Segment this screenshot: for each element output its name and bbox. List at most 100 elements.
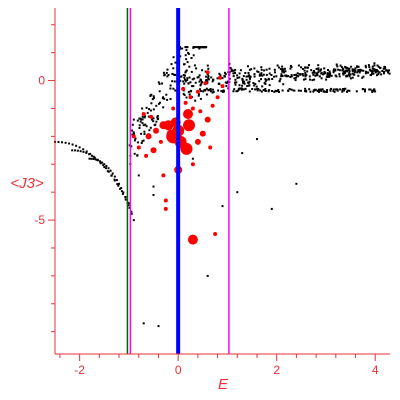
black-point: [183, 74, 186, 77]
black-point: [174, 89, 177, 92]
black-point: [260, 68, 263, 71]
black-point: [192, 46, 195, 49]
black-point: [236, 74, 239, 77]
black-point: [140, 132, 143, 135]
black-point: [273, 90, 276, 93]
vertical-lines-layer: [126, 8, 230, 354]
black-point: [281, 89, 284, 92]
black-point: [265, 79, 268, 81]
black-point: [199, 84, 202, 87]
black-point: [182, 92, 185, 95]
black-point: [368, 88, 371, 91]
black-point: [181, 47, 184, 50]
black-point: [136, 141, 139, 144]
black-point: [169, 87, 172, 90]
black-point: [317, 64, 320, 67]
black-point: [221, 205, 224, 208]
black-point: [191, 85, 193, 88]
black-point: [185, 96, 188, 99]
black-point: [249, 75, 252, 78]
black-point: [374, 90, 377, 93]
black-point: [110, 174, 113, 177]
black-point: [242, 88, 245, 91]
black-point: [205, 87, 208, 90]
black-point: [165, 71, 168, 74]
black-point: [327, 75, 330, 78]
red-point: [150, 147, 157, 154]
black-point: [138, 127, 141, 129]
black-point: [348, 89, 351, 92]
black-point: [64, 141, 67, 144]
black-point: [245, 78, 248, 81]
red-point: [208, 145, 213, 150]
black-point: [275, 75, 278, 78]
black-point: [323, 71, 326, 73]
black-point: [289, 67, 292, 70]
black-point: [387, 70, 389, 73]
black-point: [146, 111, 149, 114]
black-point: [75, 144, 78, 147]
black-point: [293, 77, 296, 80]
black-point: [369, 69, 372, 72]
black-point: [304, 87, 307, 90]
black-point: [339, 64, 342, 67]
black-point: [247, 81, 250, 84]
black-point: [248, 90, 251, 93]
black-point: [347, 67, 350, 70]
black-point: [312, 90, 315, 93]
black-point: [190, 57, 193, 59]
black-point: [200, 82, 203, 85]
black-point: [205, 75, 208, 78]
black-point: [304, 75, 307, 78]
black-point: [218, 83, 221, 85]
x-tick-label: 2: [273, 363, 280, 377]
black-point: [202, 90, 205, 93]
black-point: [262, 89, 265, 92]
black-point: [107, 170, 110, 173]
black-point: [273, 68, 276, 71]
black-point: [359, 69, 362, 72]
black-point: [341, 67, 344, 70]
red-point: [203, 81, 208, 86]
black-point: [132, 219, 135, 222]
black-point: [145, 125, 148, 128]
black-point: [333, 90, 336, 93]
black-point: [241, 84, 244, 87]
black-point: [268, 84, 271, 87]
black-point: [264, 90, 267, 92]
black-point: [296, 75, 299, 77]
black-point: [323, 90, 326, 93]
black-point: [299, 89, 302, 92]
black-point: [158, 82, 161, 85]
black-point: [82, 150, 85, 153]
black-point: [131, 133, 134, 136]
black-point: [149, 109, 152, 112]
black-point: [293, 89, 296, 92]
black-point: [383, 70, 386, 73]
black-point: [117, 184, 120, 187]
black-point: [340, 66, 343, 69]
black-point: [281, 68, 284, 70]
black-point: [260, 72, 263, 75]
black-point: [187, 52, 190, 55]
black-point: [262, 73, 265, 76]
black-point: [234, 71, 237, 74]
black-point: [253, 67, 256, 70]
black-point: [163, 74, 166, 77]
black-point: [232, 75, 235, 78]
black-points-layer: [54, 46, 391, 328]
black-point: [138, 117, 141, 120]
black-point: [362, 69, 365, 72]
black-point: [246, 75, 249, 78]
black-point: [198, 47, 201, 50]
black-point: [281, 70, 284, 73]
black-point: [113, 178, 116, 181]
black-point: [338, 75, 341, 78]
black-point: [116, 183, 119, 186]
black-point: [304, 71, 307, 74]
black-point: [140, 142, 143, 144]
black-point: [248, 80, 251, 83]
black-point: [348, 70, 351, 73]
black-point: [338, 69, 341, 72]
black-point: [371, 89, 374, 92]
